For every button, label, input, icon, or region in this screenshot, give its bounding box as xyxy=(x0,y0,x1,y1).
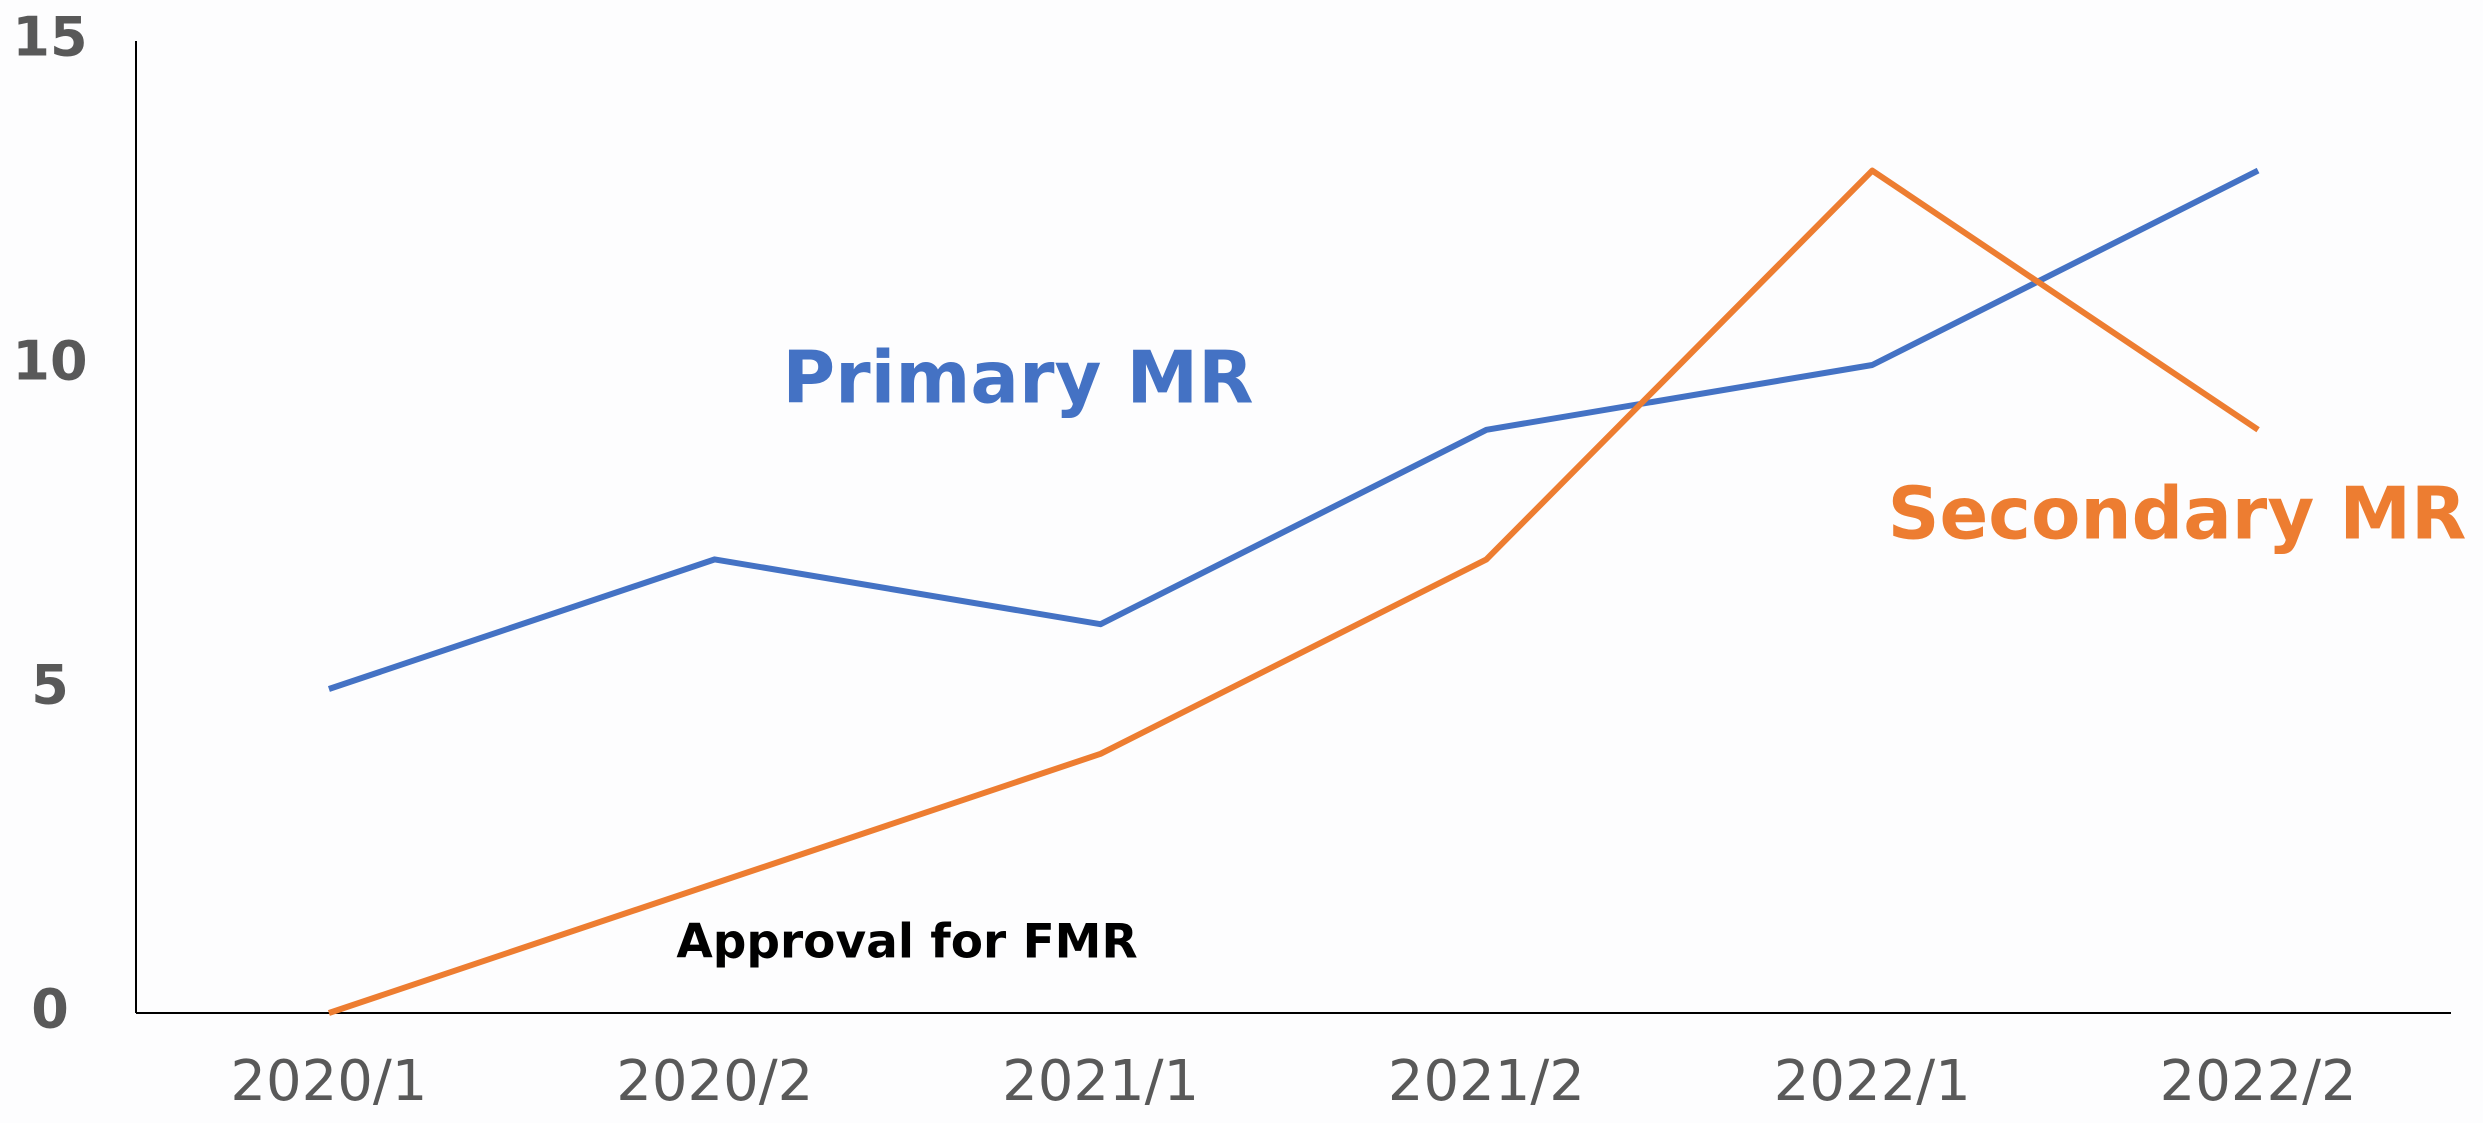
series-line xyxy=(327,167,2260,692)
y-tick-label: 0 xyxy=(31,978,69,1041)
x-tick-label: 2020/2 xyxy=(616,1049,813,1114)
annotation: Approval for FMR xyxy=(676,915,1137,970)
x-tick-label: 2022/1 xyxy=(1774,1049,1971,1114)
series-line xyxy=(327,167,2260,1016)
x-tick-label: 2021/2 xyxy=(1388,1049,1585,1114)
x-tick-label: 2020/1 xyxy=(230,1049,427,1114)
y-tick-label: 10 xyxy=(12,330,87,393)
x-tick-label: 2022/2 xyxy=(2160,1049,2357,1114)
series-label: Primary MR xyxy=(782,336,1253,420)
y-tick-label: 5 xyxy=(31,654,69,717)
x-tick-label: 2021/1 xyxy=(1002,1049,1199,1114)
y-tick-label: 15 xyxy=(12,6,87,69)
series-label: Secondary MR xyxy=(1888,472,2467,556)
